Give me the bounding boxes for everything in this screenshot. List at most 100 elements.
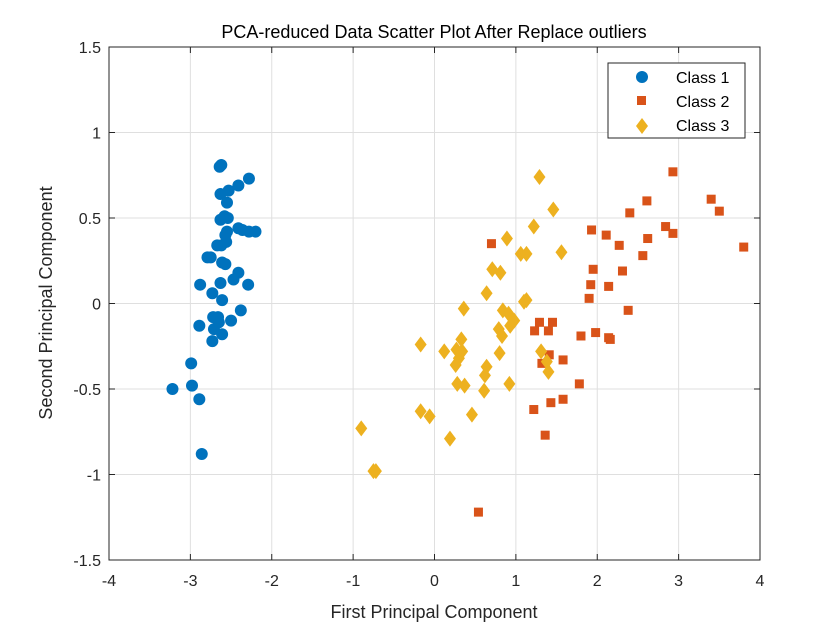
data-point: [714, 206, 724, 216]
data-point: [500, 230, 513, 247]
data-point: [214, 213, 227, 226]
data-point: [558, 394, 568, 404]
x-tick-labels: -4 -3 -2 -1 0 1 2 3 4: [102, 573, 765, 590]
data-point: [586, 280, 596, 290]
data-point: [555, 244, 568, 261]
data-point: [574, 379, 584, 389]
y-tick-label: -1: [87, 468, 101, 485]
data-point: [414, 336, 427, 353]
data-point: [214, 276, 227, 289]
data-point: [478, 367, 491, 384]
y-tick-label: -1.5: [73, 553, 101, 570]
y-tick-label: 0.5: [79, 211, 101, 228]
legend-box: [607, 62, 746, 139]
data-point: [502, 305, 515, 322]
data-point: [520, 292, 533, 309]
data-point: [576, 331, 586, 341]
data-point: [623, 305, 633, 315]
x-tick-label: 4: [756, 573, 765, 590]
axis-ticks: [108, 46, 761, 561]
data-point: [504, 317, 517, 334]
data-point: [591, 328, 601, 338]
data-point: [195, 447, 208, 460]
y-tick-labels: -1.5 -1 -0.5 0 0.5 1 1.5: [73, 40, 101, 570]
data-point: [449, 357, 462, 374]
data-point: [451, 375, 464, 392]
chart-title: PCA-reduced Data Scatter Plot After Repl…: [221, 22, 646, 42]
data-point: [668, 228, 678, 238]
x-tick-label: -3: [183, 573, 197, 590]
data-point: [219, 258, 232, 271]
data-point: [537, 358, 547, 368]
x-tick-label: 2: [593, 573, 602, 590]
data-point: [220, 196, 233, 209]
data-point: [194, 278, 207, 291]
series-3: [355, 168, 568, 480]
data-point: [438, 343, 451, 360]
legend-marker-class-2: [637, 96, 646, 105]
x-tick-label: 3: [674, 573, 683, 590]
data-point: [473, 507, 483, 517]
data-point: [638, 251, 648, 261]
data-point: [503, 375, 516, 392]
data-point: [617, 266, 627, 276]
y-tick-label: -0.5: [73, 382, 101, 399]
data-point: [186, 379, 199, 392]
data-point: [232, 179, 245, 192]
data-point: [443, 430, 456, 447]
data-point: [546, 398, 556, 408]
data-point: [642, 196, 652, 206]
data-point: [355, 420, 368, 437]
x-axis-title: First Principal Component: [330, 602, 537, 622]
x-tick-label: -1: [346, 573, 360, 590]
series-2: [473, 167, 749, 517]
data-point: [540, 353, 553, 370]
x-tick-label: 0: [430, 573, 439, 590]
data-point: [234, 304, 247, 317]
data-point: [458, 377, 471, 394]
data-point: [496, 327, 509, 344]
x-tick-label: -4: [102, 573, 116, 590]
data-point: [527, 218, 540, 235]
data-point: [601, 230, 611, 240]
data-point: [540, 430, 550, 440]
data-point: [604, 281, 614, 291]
data-point: [544, 350, 554, 360]
data-point: [193, 319, 206, 332]
data-point: [668, 167, 678, 177]
y-axis-title: Second Principal Component: [36, 186, 56, 419]
data-point: [520, 245, 533, 262]
legend-label-class-1: Class 1: [676, 70, 729, 87]
y-tick-label: 1.5: [79, 40, 101, 57]
data-point: [533, 168, 546, 185]
legend: Class 1 Class 2 Class 3: [607, 62, 746, 139]
data-point: [222, 184, 235, 197]
data-point: [185, 357, 198, 370]
data-point: [587, 225, 597, 235]
data-point: [216, 294, 229, 307]
y-tick-label: 0: [92, 297, 101, 314]
data-point: [584, 293, 594, 303]
data-point: [242, 278, 255, 291]
data-point: [204, 251, 217, 264]
data-point: [529, 405, 539, 415]
data-point: [534, 317, 544, 327]
data-point: [242, 172, 255, 185]
data-point: [227, 273, 240, 286]
data-point: [486, 239, 496, 249]
data-point: [423, 408, 436, 425]
legend-marker-class-3: [636, 118, 648, 134]
data-point: [457, 300, 470, 317]
y-tick-label: 1: [92, 126, 101, 143]
data-point: [588, 264, 598, 274]
data-point: [739, 242, 749, 252]
data-point: [643, 234, 653, 244]
data-point: [547, 201, 560, 218]
data-point: [414, 403, 427, 420]
data-point: [478, 382, 491, 399]
data-point: [249, 225, 262, 238]
legend-label-class-3: Class 3: [676, 118, 729, 135]
data-point: [206, 335, 219, 348]
data-points: [166, 158, 749, 517]
